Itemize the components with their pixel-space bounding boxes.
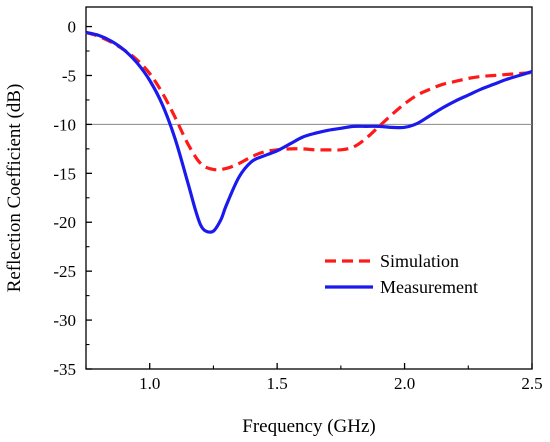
series-layer: [85, 30, 533, 234]
x-tick-label: 1.5: [267, 374, 288, 393]
y-tick-label: -20: [53, 213, 76, 232]
x-tick-label: 1.0: [139, 374, 160, 393]
plot-frame: [85, 6, 533, 370]
axis-ticks: 1.0 1.5 2.0 2.5 0 -5 -10 -15 -20 -25 -30 -35: [53, 18, 542, 393]
series-line-measurement: [85, 30, 533, 234]
x-axis-title: Frequency (GHz): [242, 416, 375, 437]
y-axis-title: Reflection Coefficient (dB): [4, 84, 25, 293]
legend: Simulation Measurement: [325, 251, 478, 297]
y-tick-label: -15: [53, 164, 76, 183]
y-tick-label: -25: [53, 262, 76, 281]
legend-label-simulation: Simulation: [380, 251, 459, 271]
series-line-simulation: [85, 30, 533, 172]
x-tick-label: 2.5: [521, 374, 542, 393]
legend-label-measurement: Measurement: [380, 277, 478, 297]
y-tick-label: -35: [53, 360, 76, 379]
y-tick-label: 0: [68, 18, 77, 37]
y-tick-label: -5: [62, 66, 76, 85]
y-tick-label: -30: [53, 311, 76, 330]
y-tick-label: -10: [53, 115, 76, 134]
x-tick-label: 2.0: [394, 374, 415, 393]
